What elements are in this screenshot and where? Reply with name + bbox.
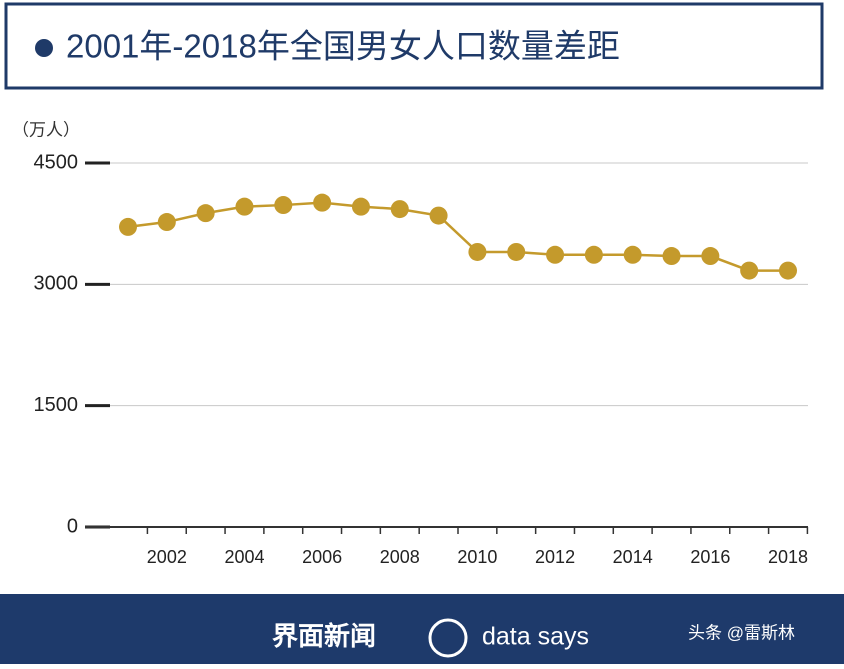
y-tick-label: 3000: [34, 273, 79, 295]
data-point: [119, 217, 137, 236]
data-point: [584, 245, 603, 264]
data-point: [274, 196, 293, 215]
footer-tag: data says: [482, 623, 589, 651]
data-point: [662, 247, 681, 266]
data-point: [546, 245, 565, 264]
data-point: [235, 197, 254, 216]
chart-title: 2001年-2018年全国男女人口数量差距: [66, 28, 620, 65]
y-tick-label: 4500: [34, 151, 79, 173]
footer-credit: 头条 @雷斯林: [688, 623, 795, 642]
data-point: [429, 206, 448, 225]
footer-brand: 界面新闻: [272, 621, 376, 651]
data-point: [740, 261, 759, 280]
x-tick-label: 2006: [302, 547, 342, 567]
data-point: [313, 193, 332, 212]
data-point: [507, 242, 526, 261]
title-box: [4, 2, 824, 90]
x-tick-label: 2016: [690, 547, 730, 567]
footer-icon: [428, 618, 468, 658]
data-point: [623, 245, 642, 264]
data-point: [779, 261, 797, 280]
x-tick-label: 2004: [224, 547, 264, 567]
x-tick-label: 2010: [457, 547, 497, 567]
title-dot: [35, 39, 53, 57]
x-tick-label: 2014: [613, 547, 653, 567]
data-point: [196, 204, 215, 223]
data-point: [701, 247, 720, 266]
x-tick-label: 2018: [768, 547, 808, 567]
data-point: [468, 242, 487, 261]
y-tick-label: 0: [67, 515, 78, 537]
y-axis-label: （万人）: [12, 120, 80, 139]
data-point: [157, 213, 176, 232]
x-tick-label: 2002: [147, 547, 187, 567]
footer-band: [0, 594, 844, 664]
data-point: [351, 197, 370, 216]
series-line: [127, 201, 788, 272]
x-tick-label: 2012: [535, 547, 575, 567]
y-tick-label: 1500: [34, 394, 79, 416]
data-point: [390, 200, 409, 219]
x-tick-label: 2008: [380, 547, 420, 567]
